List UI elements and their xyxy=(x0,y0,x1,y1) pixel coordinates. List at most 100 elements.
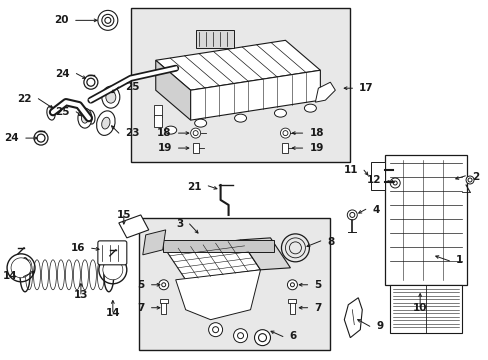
Circle shape xyxy=(11,258,31,278)
Polygon shape xyxy=(155,60,190,120)
Ellipse shape xyxy=(41,260,48,290)
Text: 14: 14 xyxy=(105,308,120,318)
Bar xyxy=(195,30,233,48)
Bar xyxy=(389,285,461,333)
Bar xyxy=(163,240,274,252)
Bar xyxy=(289,302,294,314)
Bar xyxy=(161,302,166,314)
Ellipse shape xyxy=(49,260,56,290)
Text: 3: 3 xyxy=(176,219,183,229)
Ellipse shape xyxy=(81,260,88,290)
Text: 23: 23 xyxy=(124,128,139,138)
Circle shape xyxy=(237,333,243,339)
Polygon shape xyxy=(165,240,260,280)
Text: 24: 24 xyxy=(55,69,70,79)
Circle shape xyxy=(465,176,473,184)
Ellipse shape xyxy=(97,260,104,290)
Ellipse shape xyxy=(234,114,246,122)
Polygon shape xyxy=(142,230,165,255)
Text: 7: 7 xyxy=(314,303,321,313)
Text: 19: 19 xyxy=(157,143,171,153)
Text: 25: 25 xyxy=(55,107,70,117)
Text: 6: 6 xyxy=(289,330,296,341)
Text: 4: 4 xyxy=(371,205,379,215)
Circle shape xyxy=(290,283,294,287)
Text: 22: 22 xyxy=(18,94,32,104)
Text: 14: 14 xyxy=(2,271,17,281)
Ellipse shape xyxy=(102,86,120,108)
Text: 15: 15 xyxy=(116,210,131,220)
Circle shape xyxy=(280,128,290,138)
Circle shape xyxy=(392,181,396,185)
Circle shape xyxy=(212,327,218,333)
Text: 18: 18 xyxy=(309,128,323,138)
Text: 9: 9 xyxy=(375,321,383,331)
Circle shape xyxy=(193,131,198,136)
Bar xyxy=(153,105,162,117)
Circle shape xyxy=(162,283,165,287)
Circle shape xyxy=(159,280,168,290)
Circle shape xyxy=(102,260,122,280)
Ellipse shape xyxy=(97,111,115,135)
Ellipse shape xyxy=(73,260,80,290)
Circle shape xyxy=(287,280,297,290)
Bar xyxy=(282,143,288,153)
Circle shape xyxy=(208,323,222,337)
Text: 10: 10 xyxy=(412,303,427,313)
Text: 16: 16 xyxy=(70,243,85,253)
Text: 25: 25 xyxy=(124,82,139,92)
Ellipse shape xyxy=(105,91,116,103)
Text: 5: 5 xyxy=(314,280,321,290)
Bar xyxy=(130,8,349,162)
Text: 7: 7 xyxy=(137,303,144,313)
Bar xyxy=(192,143,198,153)
Bar xyxy=(385,155,466,285)
Text: 17: 17 xyxy=(359,83,373,93)
Polygon shape xyxy=(190,70,320,120)
Ellipse shape xyxy=(65,260,72,290)
Polygon shape xyxy=(240,238,290,270)
Circle shape xyxy=(283,131,287,136)
Circle shape xyxy=(349,212,354,217)
Polygon shape xyxy=(175,270,260,320)
Ellipse shape xyxy=(164,126,176,134)
Ellipse shape xyxy=(34,260,41,290)
Ellipse shape xyxy=(304,104,316,112)
Circle shape xyxy=(346,210,357,220)
Text: 19: 19 xyxy=(309,143,323,153)
Ellipse shape xyxy=(57,260,64,290)
Ellipse shape xyxy=(86,110,95,124)
Bar xyxy=(288,299,296,303)
Text: 18: 18 xyxy=(157,128,171,138)
Circle shape xyxy=(233,329,247,343)
Circle shape xyxy=(254,330,270,346)
Text: 24: 24 xyxy=(4,133,19,143)
Ellipse shape xyxy=(194,119,206,127)
Text: 5: 5 xyxy=(137,280,144,290)
Text: 20: 20 xyxy=(54,15,69,25)
Ellipse shape xyxy=(274,109,286,117)
Text: 12: 12 xyxy=(366,175,381,185)
Text: 1: 1 xyxy=(455,255,462,265)
Circle shape xyxy=(389,178,399,188)
Polygon shape xyxy=(315,82,335,102)
Ellipse shape xyxy=(25,260,32,290)
Bar xyxy=(370,162,385,190)
Ellipse shape xyxy=(78,108,92,128)
Bar xyxy=(139,218,330,350)
Text: 13: 13 xyxy=(74,290,88,300)
Text: 8: 8 xyxy=(326,237,334,247)
Ellipse shape xyxy=(102,117,110,129)
Bar xyxy=(153,115,162,127)
Circle shape xyxy=(190,128,200,138)
FancyBboxPatch shape xyxy=(98,241,126,265)
Bar xyxy=(160,299,167,303)
Ellipse shape xyxy=(89,260,96,290)
Text: 21: 21 xyxy=(187,182,201,192)
Polygon shape xyxy=(344,298,362,338)
Ellipse shape xyxy=(47,106,55,120)
Circle shape xyxy=(258,334,266,342)
Text: 2: 2 xyxy=(471,172,478,182)
Polygon shape xyxy=(119,215,148,238)
Circle shape xyxy=(467,178,471,182)
